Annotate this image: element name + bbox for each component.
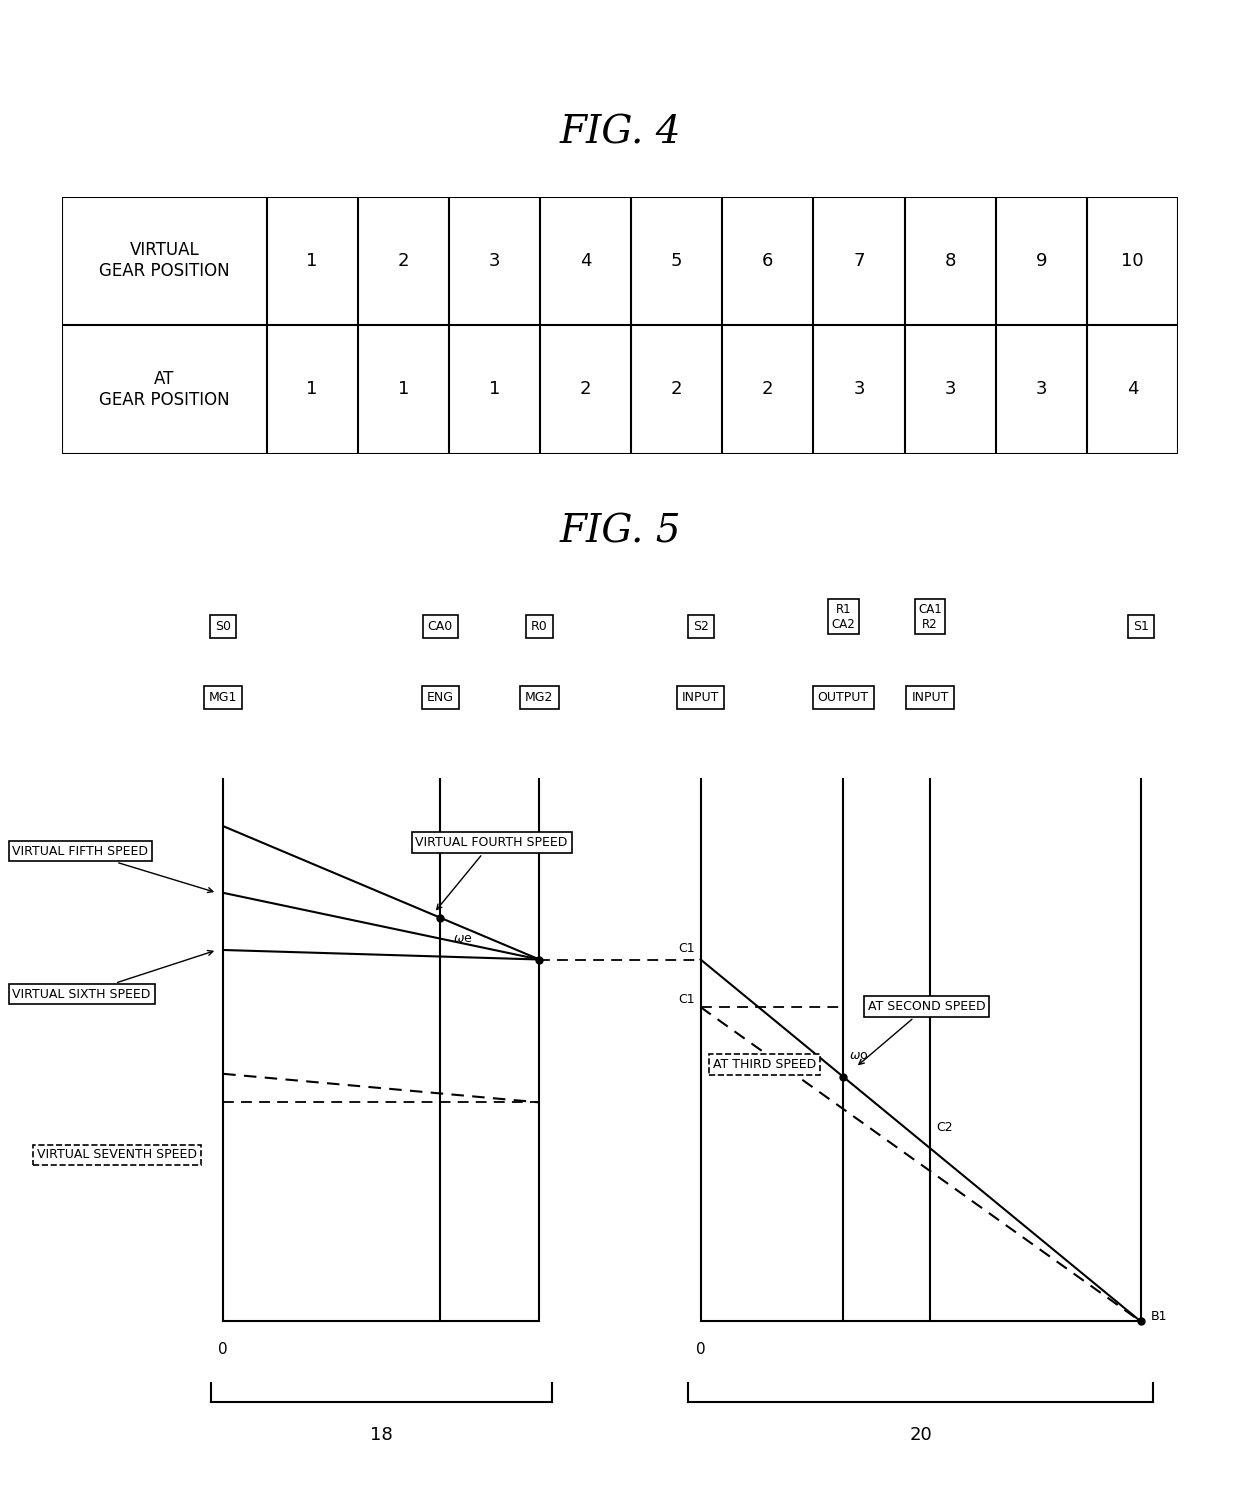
Text: VIRTUAL SIXTH SPEED: VIRTUAL SIXTH SPEED — [12, 951, 213, 1001]
Text: VIRTUAL
GEAR POSITION: VIRTUAL GEAR POSITION — [99, 242, 229, 280]
Text: 20: 20 — [909, 1426, 932, 1444]
Text: MG1: MG1 — [210, 691, 237, 705]
Text: 1: 1 — [306, 253, 317, 269]
Text: $\omega$e: $\omega$e — [453, 931, 472, 945]
Text: C1: C1 — [678, 942, 694, 954]
Text: S0: S0 — [216, 620, 231, 632]
Text: 4: 4 — [1127, 381, 1138, 398]
Text: R1
CA2: R1 CA2 — [831, 603, 856, 631]
Text: AT
GEAR POSITION: AT GEAR POSITION — [99, 370, 229, 408]
Text: S2: S2 — [693, 620, 708, 632]
Text: 3: 3 — [489, 253, 500, 269]
Text: 2: 2 — [763, 381, 774, 398]
Text: CA1
R2: CA1 R2 — [918, 603, 942, 631]
Text: 5: 5 — [671, 253, 682, 269]
Text: INPUT: INPUT — [682, 691, 719, 705]
Text: 1: 1 — [398, 381, 409, 398]
Text: OUTPUT: OUTPUT — [817, 691, 869, 705]
Text: 1: 1 — [306, 381, 317, 398]
Text: C1: C1 — [678, 993, 694, 1005]
Text: 1: 1 — [489, 381, 500, 398]
Text: 0: 0 — [218, 1343, 228, 1358]
Text: VIRTUAL FIFTH SPEED: VIRTUAL FIFTH SPEED — [12, 845, 213, 892]
Text: VIRTUAL SEVENTH SPEED: VIRTUAL SEVENTH SPEED — [37, 1148, 197, 1161]
Text: VIRTUAL FOURTH SPEED: VIRTUAL FOURTH SPEED — [415, 836, 568, 910]
Text: 7: 7 — [853, 253, 864, 269]
Text: $\omega$o: $\omega$o — [849, 1049, 869, 1063]
Text: MG2: MG2 — [526, 691, 553, 705]
Text: 3: 3 — [853, 381, 864, 398]
Text: 8: 8 — [945, 253, 956, 269]
Text: FIG. 4: FIG. 4 — [559, 115, 681, 151]
Text: S1: S1 — [1133, 620, 1148, 632]
Text: 2: 2 — [671, 381, 682, 398]
Text: CA0: CA0 — [428, 620, 453, 632]
Text: B1: B1 — [1151, 1311, 1167, 1323]
Text: FIG. 5: FIG. 5 — [559, 514, 681, 550]
Text: ENG: ENG — [427, 691, 454, 705]
Text: AT THIRD SPEED: AT THIRD SPEED — [713, 1058, 816, 1070]
Text: C2: C2 — [936, 1120, 952, 1134]
Text: 18: 18 — [370, 1426, 393, 1444]
Text: R0: R0 — [531, 620, 548, 632]
Text: INPUT: INPUT — [911, 691, 949, 705]
Text: 3: 3 — [1035, 381, 1047, 398]
Text: 6: 6 — [763, 253, 774, 269]
Text: 2: 2 — [398, 253, 409, 269]
Text: 3: 3 — [945, 381, 956, 398]
Text: 10: 10 — [1121, 253, 1143, 269]
Text: 2: 2 — [580, 381, 591, 398]
Text: 9: 9 — [1035, 253, 1047, 269]
Text: 0: 0 — [696, 1343, 706, 1358]
Text: AT SECOND SPEED: AT SECOND SPEED — [859, 999, 986, 1064]
Text: 4: 4 — [580, 253, 591, 269]
